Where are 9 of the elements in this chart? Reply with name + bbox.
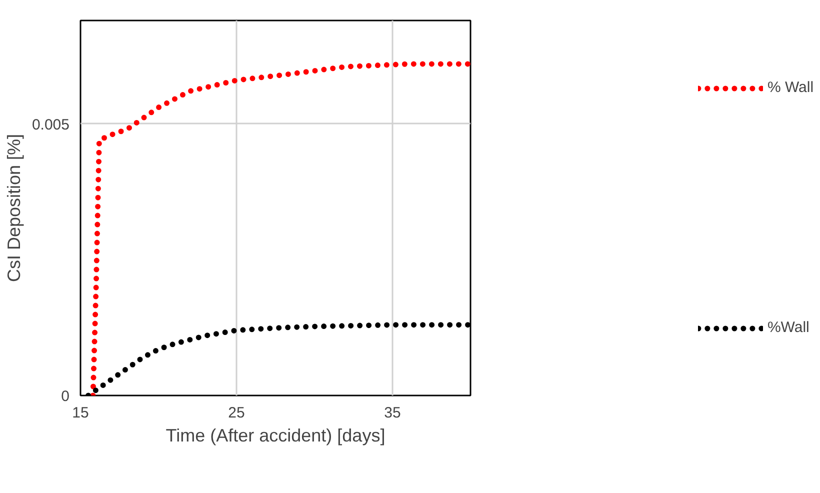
y-axis-title: CsI Deposition [%] <box>4 134 24 282</box>
legend-label: %Wall <box>767 319 810 336</box>
x-tick-label: 25 <box>228 404 245 422</box>
y-tick-label: 0.005 <box>32 116 70 134</box>
legend-label: % Wall <box>767 79 814 96</box>
x-tick-label: 35 <box>384 404 401 422</box>
x-tick-label: 15 <box>72 404 89 422</box>
y-tick-label: 0 <box>61 388 70 405</box>
x-axis-title: Time (After accident) [days] <box>166 426 386 446</box>
